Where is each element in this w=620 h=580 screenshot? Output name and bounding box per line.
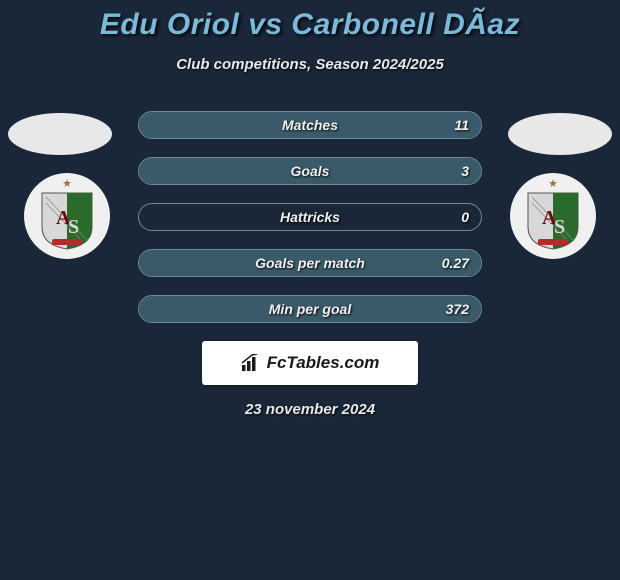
stat-value-right: 0.27 (442, 250, 469, 276)
stat-row: Matches 11 (138, 111, 482, 139)
subtitle: Club competitions, Season 2024/2025 (0, 56, 620, 73)
stat-label: Hattricks (139, 204, 481, 230)
comparison-card: Edu Oriol vs Carbonell DÃ­az Club compet… (0, 0, 620, 418)
stat-row: Goals per match 0.27 (138, 249, 482, 277)
stat-label: Min per goal (139, 296, 481, 322)
stat-value-right: 372 (446, 296, 469, 322)
stat-label: Goals (139, 158, 481, 184)
stat-row: Min per goal 372 (138, 295, 482, 323)
site-logo: FcTables.com (241, 353, 380, 373)
svg-text:S: S (68, 216, 79, 238)
logo-text: FcTables.com (267, 353, 380, 373)
site-logo-box[interactable]: FcTables.com (202, 341, 418, 385)
date-text: 23 november 2024 (0, 401, 620, 418)
stat-row: Hattricks 0 (138, 203, 482, 231)
player-avatar-right (508, 113, 612, 155)
shield-icon: A S (38, 189, 96, 251)
stat-value-right: 11 (454, 112, 469, 138)
stat-rows: Matches 11 Goals 3 Hattricks 0 Goals per… (138, 111, 482, 323)
stat-row: Goals 3 (138, 157, 482, 185)
stat-value-right: 0 (461, 204, 469, 230)
club-badge-left: ★ A S (24, 173, 110, 259)
player-avatar-left (8, 113, 112, 155)
stat-label: Matches (139, 112, 481, 138)
club-badge-right: ★ A S (510, 173, 596, 259)
bar-chart-icon (241, 354, 263, 372)
page-title: Edu Oriol vs Carbonell DÃ­az (0, 8, 620, 42)
stats-area: ★ A S ★ A S (0, 111, 620, 418)
stat-value-right: 3 (461, 158, 469, 184)
stat-label: Goals per match (139, 250, 481, 276)
shield-icon: A S (524, 189, 582, 251)
svg-text:S: S (554, 216, 565, 238)
